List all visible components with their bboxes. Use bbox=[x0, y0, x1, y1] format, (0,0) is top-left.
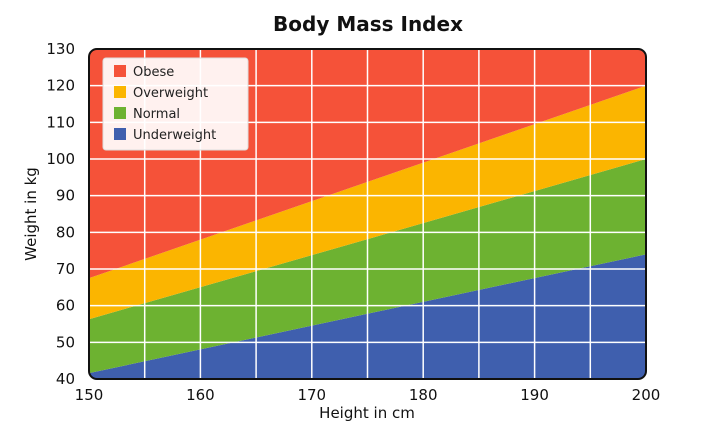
chart-title: Body Mass Index bbox=[273, 12, 463, 36]
legend-swatch-obese bbox=[114, 65, 126, 77]
y-tick-label: 80 bbox=[56, 223, 75, 241]
x-tick-label: 180 bbox=[409, 386, 438, 404]
y-tick-label: 70 bbox=[56, 260, 75, 278]
axis-ticks: 150 160 170 180 190 200 40 50 60 70 80 90 100 110 120 1… bbox=[46, 40, 660, 404]
legend: Obese Overweight Normal Underweight bbox=[102, 57, 249, 151]
legend-label-normal: Normal bbox=[133, 107, 180, 122]
x-tick-label: 160 bbox=[186, 386, 215, 404]
y-tick-label: 120 bbox=[46, 77, 75, 95]
y-tick-label: 130 bbox=[46, 40, 75, 58]
y-tick-label: 50 bbox=[56, 333, 75, 351]
x-axis-label: Height in cm bbox=[319, 404, 415, 422]
x-tick-label: 190 bbox=[520, 386, 549, 404]
legend-swatch-underweight bbox=[114, 128, 126, 140]
y-tick-label: 60 bbox=[56, 297, 75, 315]
x-tick-label: 150 bbox=[75, 386, 104, 404]
legend-label-underweight: Underweight bbox=[133, 128, 216, 143]
legend-swatch-overweight bbox=[114, 86, 126, 98]
y-tick-label: 90 bbox=[56, 187, 75, 205]
plot-border bbox=[88, 48, 647, 380]
y-axis-label: Weight in kg bbox=[22, 167, 40, 261]
x-tick-label: 200 bbox=[632, 386, 661, 404]
legend-label-overweight: Overweight bbox=[133, 86, 208, 101]
x-tick-label: 170 bbox=[297, 386, 326, 404]
legend-swatch-normal bbox=[114, 107, 126, 119]
y-tick-label: 110 bbox=[46, 113, 75, 131]
y-tick-label: 100 bbox=[46, 150, 75, 168]
legend-label-obese: Obese bbox=[133, 65, 174, 80]
legend-box bbox=[102, 57, 249, 151]
y-tick-label: 40 bbox=[56, 370, 75, 388]
